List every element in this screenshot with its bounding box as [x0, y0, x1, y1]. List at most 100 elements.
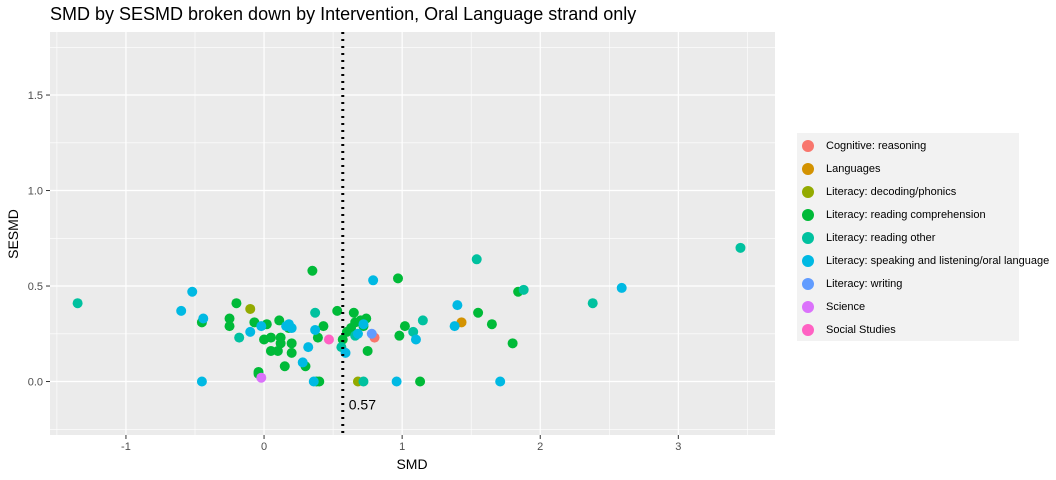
data-point [471, 254, 482, 265]
data-point [410, 334, 421, 345]
data-point [176, 305, 187, 316]
reference-line-label: 0.57 [349, 396, 376, 412]
major-gridlines [50, 32, 775, 435]
legend-key-swatch [802, 231, 814, 244]
data-point [507, 338, 518, 349]
data-point [340, 347, 351, 358]
data-point [279, 361, 290, 372]
legend-item: Social Studies [797, 318, 896, 341]
x-tick-label: 2 [537, 441, 543, 453]
x-axis-ticks: -1 0 1 2 3 [121, 435, 681, 453]
y-axis-ticks: 0.0 0.5 1.0 1.5 [28, 90, 50, 389]
plot-panel [50, 32, 775, 435]
legend-label: Literacy: reading other [826, 231, 936, 244]
legend-key-swatch [802, 208, 814, 221]
data-point [256, 372, 267, 383]
data-point [310, 324, 321, 335]
data-point [417, 315, 428, 326]
data-point [358, 319, 369, 330]
data-point [256, 321, 267, 332]
data-point [297, 357, 308, 368]
legend-key-swatch [802, 300, 814, 313]
legend: Cognitive: reasoning Languages Literacy: d… [797, 133, 1049, 341]
data-point [286, 338, 297, 349]
data-point [408, 326, 419, 337]
data-point [415, 376, 426, 387]
legend-key-swatch [802, 323, 814, 336]
data-point [323, 334, 334, 345]
data-point [337, 334, 348, 345]
data-point [399, 321, 410, 332]
legend-label: Languages [826, 162, 881, 175]
data-point [391, 376, 402, 387]
legend-item: Science [797, 295, 865, 318]
data-point [352, 328, 363, 339]
data-point [224, 321, 235, 332]
legend-label: Science [826, 300, 866, 313]
data-point [198, 313, 209, 324]
legend-label: Literacy: writing [826, 277, 903, 290]
data-point [368, 275, 379, 286]
data-point [310, 307, 321, 318]
data-point [275, 338, 286, 349]
data-point [245, 303, 256, 314]
y-axis-title: SESMD [5, 209, 21, 259]
data-point [265, 345, 276, 356]
data-point [72, 298, 83, 309]
data-point [394, 330, 405, 341]
data-point [473, 307, 484, 318]
legend-item: Literacy: decoding/phonics [797, 180, 956, 203]
data-point [358, 376, 369, 387]
legend-item: Literacy: writing [797, 272, 902, 295]
data-point [332, 305, 343, 316]
legend-key-swatch [802, 162, 814, 175]
data-point [452, 300, 463, 311]
legend-key-swatch [802, 139, 814, 152]
data-point [196, 376, 207, 387]
data-point [362, 345, 373, 356]
y-tick-label: 0.0 [28, 377, 43, 389]
legend-item: Literacy: reading comprehension [797, 203, 986, 226]
legend-item: Languages [797, 157, 880, 180]
data-point [245, 326, 256, 337]
data-point [495, 376, 506, 387]
data-point [224, 313, 235, 324]
chart-title: SMD by SESMD broken down by Intervention… [50, 4, 637, 24]
x-tick-label: -1 [121, 441, 131, 453]
data-point [187, 286, 198, 297]
data-point [265, 332, 276, 343]
x-tick-label: 3 [675, 441, 681, 453]
data-point [286, 347, 297, 358]
data-point [486, 319, 497, 330]
legend-label: Literacy: reading comprehension [826, 208, 986, 221]
y-tick-label: 1.5 [28, 90, 43, 102]
data-point [303, 342, 314, 353]
data-point [286, 323, 297, 334]
data-point [234, 332, 245, 343]
legend-key-swatch [802, 185, 814, 198]
data-point [449, 321, 460, 332]
x-tick-label: 0 [261, 441, 267, 453]
legend-item: Cognitive: reasoning [797, 134, 926, 157]
x-tick-label: 1 [399, 441, 405, 453]
y-tick-label: 0.5 [28, 281, 43, 293]
legend-label: Social Studies [826, 323, 896, 336]
data-point [307, 265, 318, 276]
legend-item: Literacy: reading other [797, 226, 935, 249]
data-point [735, 242, 746, 253]
y-tick-label: 1.0 [28, 186, 43, 198]
data-point [318, 321, 329, 332]
data-point [348, 307, 359, 318]
x-axis-title: SMD [396, 456, 427, 472]
data-point [366, 328, 377, 339]
data-point [616, 282, 627, 293]
data-point [308, 376, 319, 387]
data-point [312, 332, 323, 343]
data-point [274, 315, 285, 326]
legend-key-swatch [802, 277, 814, 290]
data-point [272, 345, 283, 356]
legend-label: Literacy: decoding/phonics [826, 185, 957, 198]
legend-key-swatch [802, 254, 814, 267]
data-point [587, 298, 598, 309]
